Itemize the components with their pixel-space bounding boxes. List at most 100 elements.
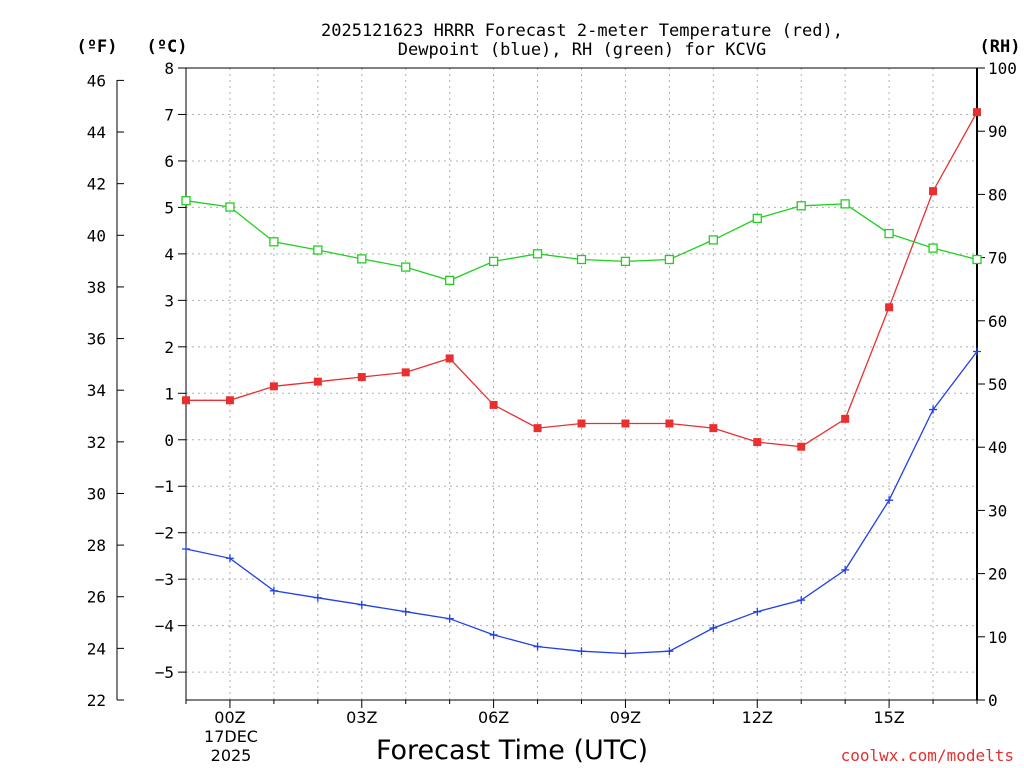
dewpoint-point [709, 623, 718, 632]
fahrenheit-tick-label: 42 [87, 175, 106, 194]
dewpoint-point [753, 607, 762, 616]
date-label-day: 17DEC [204, 727, 258, 746]
x-axis-title: Forecast Time (UTC) [376, 735, 648, 766]
rh-point [445, 275, 455, 286]
celsius-tick-label: −2 [155, 524, 174, 543]
time-tick-label: 00Z [214, 708, 245, 727]
dewpoint-point [401, 607, 410, 616]
rh-point [225, 202, 235, 212]
rh-point [972, 254, 982, 265]
rh-tick-label: 60 [988, 312, 1007, 331]
temperature-point [182, 396, 190, 405]
rh-point [576, 254, 587, 265]
temperature-point [621, 419, 630, 428]
dewpoint-point [269, 586, 278, 595]
fahrenheit-axis: 22 24 26 28 30 32 34 36 38 40 42 44 46 [87, 71, 124, 710]
rh-point [620, 256, 631, 267]
dewpoint-point [665, 647, 674, 656]
celsius-tick-label: −3 [155, 570, 174, 589]
fahrenheit-tick-label: 34 [87, 381, 106, 400]
temperature-point [797, 442, 806, 451]
fahrenheit-tick-label: 28 [87, 536, 106, 555]
dewpoint-point [973, 347, 981, 356]
dewpoint-point [621, 649, 630, 658]
fahrenheit-tick-label: 40 [87, 226, 106, 245]
temperature-point [357, 373, 366, 382]
temperature-series [182, 108, 981, 451]
dewpoint-point [313, 593, 322, 602]
rh-tick-label: 40 [988, 438, 1007, 457]
dewpoint-point [929, 405, 938, 414]
watermark: coolwx.com/modelts [841, 746, 1014, 765]
celsius-tick-label: 3 [164, 291, 174, 310]
celsius-tick-label: 8 [164, 59, 174, 78]
temperature-point [709, 424, 718, 433]
dewpoint-point [225, 554, 234, 563]
rh-tick-label: 30 [988, 501, 1007, 520]
celsius-tick-label: 6 [164, 152, 174, 171]
rh-tick-label: 100 [988, 59, 1017, 78]
fahrenheit-tick-label: 38 [87, 278, 106, 297]
temperature-point [753, 438, 762, 447]
rh-point [752, 213, 762, 224]
rh-point [532, 249, 543, 259]
temperature-point [841, 414, 850, 423]
celsius-unit-label: (ºC) [147, 37, 188, 57]
dewpoint-point [841, 565, 850, 574]
temperature-point [577, 419, 586, 428]
rh-point [401, 262, 411, 272]
chart-title-line1: 2025121623 HRRR Forecast 2-meter Tempera… [321, 21, 843, 41]
chart-title-line2: Dewpoint (blue), RH (green) for KCVG [398, 40, 766, 60]
rh-tick-label: 80 [988, 185, 1007, 204]
time-tick-label: 06Z [478, 708, 509, 727]
series-layer [181, 108, 982, 658]
temperature-point [489, 400, 498, 409]
fahrenheit-tick-label: 24 [87, 639, 106, 658]
rh-point [313, 245, 323, 255]
rh-axis: 0 10 20 30 40 50 60 70 80 90 100 [977, 59, 1017, 710]
rh-tick-label: 70 [988, 249, 1007, 268]
fahrenheit-tick-label: 30 [87, 484, 106, 503]
celsius-axis: −5 −4 −3 −2 −1 0 1 2 3 4 5 6 7 8 [155, 59, 186, 682]
temperature-point [269, 382, 278, 391]
celsius-tick-label: 0 [164, 431, 174, 450]
fahrenheit-tick-label: 22 [87, 691, 106, 710]
dewpoint-point [797, 596, 806, 605]
fahrenheit-tick-label: 36 [87, 330, 106, 349]
rh-point [488, 256, 499, 267]
rh-tick-label: 20 [988, 565, 1007, 584]
dewpoint-point [445, 614, 454, 623]
temperature-point [885, 303, 894, 312]
date-label-year: 2025 [211, 746, 252, 765]
time-tick-label: 09Z [610, 708, 641, 727]
temperature-point [225, 396, 234, 405]
time-tick-label: 15Z [873, 708, 904, 727]
dewpoint-point [182, 544, 190, 553]
time-tick-label: 03Z [346, 708, 377, 727]
dewpoint-point [577, 647, 586, 656]
dewpoint-point [357, 600, 366, 609]
dewpoint-point [885, 496, 894, 505]
rh-point [269, 237, 279, 247]
celsius-tick-label: 7 [164, 105, 174, 124]
rh-point [664, 254, 675, 265]
temperature-point [401, 368, 410, 377]
rh-tick-label: 90 [988, 122, 1007, 141]
time-axis: 00Z 03Z 06Z 09Z 12Z 15Z [185, 700, 978, 727]
dewpoint-point [533, 642, 542, 651]
rh-point [884, 228, 894, 239]
celsius-tick-label: 2 [164, 338, 174, 357]
celsius-tick-label: −1 [155, 477, 174, 496]
rh-tick-label: 10 [988, 628, 1007, 647]
rh-point [357, 254, 367, 264]
rh-tick-label: 50 [988, 375, 1007, 394]
temperature-point [973, 108, 981, 117]
temperature-point [445, 354, 454, 363]
rh-point [928, 243, 938, 253]
temperature-point [665, 419, 674, 428]
rh-series [181, 196, 982, 286]
celsius-tick-label: −4 [155, 617, 174, 636]
celsius-tick-label: 4 [164, 245, 174, 264]
fahrenheit-tick-label: 26 [87, 588, 106, 607]
